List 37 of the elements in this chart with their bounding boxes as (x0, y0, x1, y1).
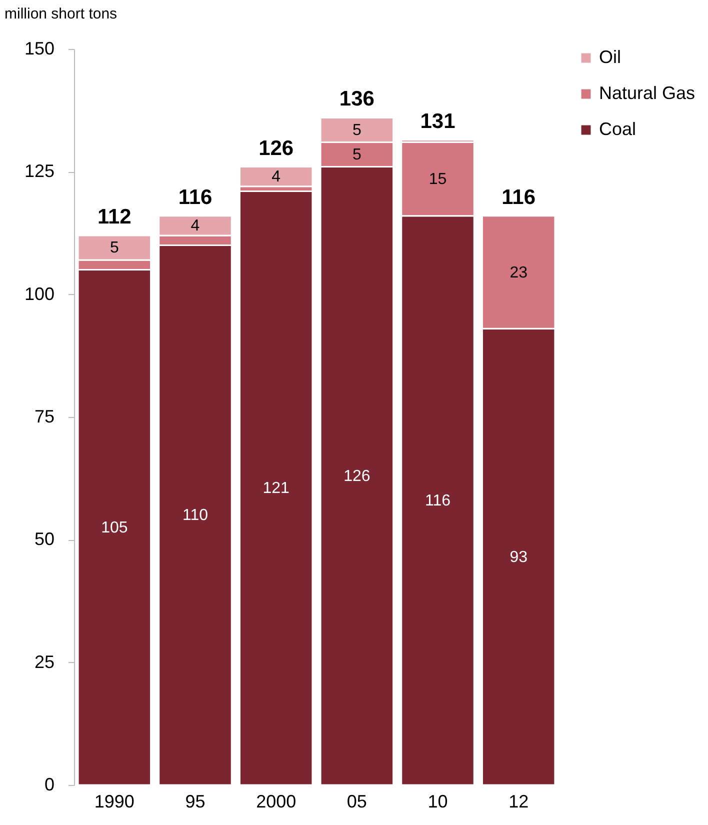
total-label: 136 (339, 88, 374, 111)
total-label: 112 (97, 205, 132, 228)
y-tick-label: 25 (34, 652, 54, 672)
data-label: 5 (352, 122, 362, 139)
x-tick-label: 2000 (256, 792, 296, 812)
y-axis-title: million short tons (4, 6, 118, 22)
legend-label: Natural Gas (599, 83, 696, 103)
y-tick-label: 0 (44, 774, 54, 794)
x-tick-label: 12 (508, 792, 529, 812)
data-label: 23 (510, 264, 528, 282)
y-tick-label: 75 (34, 406, 54, 426)
bar (238, 190, 314, 786)
x-tick-label: 95 (185, 792, 206, 812)
data-label: 121 (262, 480, 290, 498)
data-label: 4 (272, 168, 281, 186)
x-tick-label: 1990 (94, 792, 134, 812)
data-label: 5 (110, 240, 119, 257)
y-tick-label: 150 (24, 38, 54, 58)
data-label: 5 (352, 146, 362, 164)
data-label: 4 (190, 218, 200, 235)
x-tick-label: 10 (428, 792, 448, 812)
total-label: 116 (502, 186, 536, 209)
y-tick-label: 50 (34, 529, 54, 550)
total-label: 131 (420, 110, 456, 133)
legend-label: Oil (599, 47, 621, 67)
data-label: 93 (510, 548, 528, 566)
data-label: 110 (182, 507, 208, 524)
data-label: 126 (344, 468, 370, 485)
total-label: 126 (258, 136, 294, 160)
data-label: 105 (101, 519, 128, 536)
data-label: 116 (424, 492, 451, 510)
total-label: 116 (178, 186, 212, 209)
legend-label: Coal (599, 119, 636, 139)
y-tick-label: 125 (24, 161, 54, 182)
y-tick-label: 100 (24, 284, 54, 304)
data-label: 15 (428, 171, 447, 188)
x-tick-label: 05 (346, 792, 367, 812)
